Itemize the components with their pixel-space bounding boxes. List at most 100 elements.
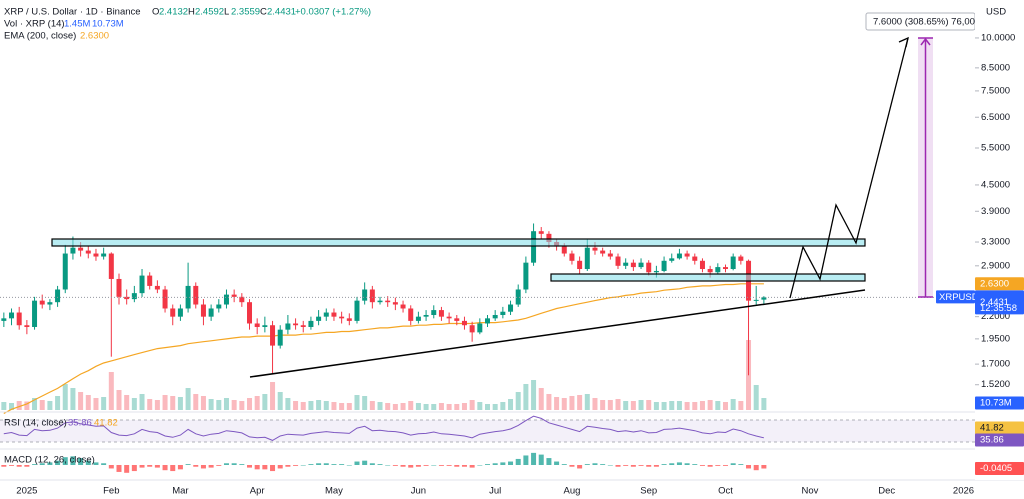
candle-body bbox=[231, 294, 237, 297]
projection-path bbox=[789, 37, 909, 299]
candle-body bbox=[630, 262, 636, 268]
volume-bar bbox=[70, 388, 76, 410]
macd-bar bbox=[162, 465, 168, 471]
macd-bar bbox=[461, 465, 467, 467]
volume-bar bbox=[116, 390, 122, 410]
candle-body bbox=[24, 325, 30, 327]
macd-bar bbox=[116, 465, 122, 472]
volume-bar bbox=[615, 399, 621, 410]
candle-body bbox=[676, 253, 682, 259]
volume-bar bbox=[699, 401, 705, 410]
macd-bar bbox=[523, 455, 529, 465]
volume-bar bbox=[32, 398, 38, 410]
volume-bar bbox=[492, 404, 498, 410]
volume-bar bbox=[85, 395, 91, 410]
macd-bar bbox=[561, 464, 567, 465]
candle-body bbox=[423, 314, 429, 317]
macd-bar bbox=[1, 465, 7, 467]
macd-bar bbox=[78, 458, 84, 465]
macd-tag-box bbox=[975, 462, 1024, 476]
x-tick-label: Dec bbox=[878, 486, 895, 497]
candle-body bbox=[170, 308, 176, 317]
volume-bar bbox=[270, 382, 276, 410]
volume-bar bbox=[500, 402, 506, 410]
volume-bar bbox=[469, 400, 475, 410]
volume-bar bbox=[9, 403, 15, 410]
macd-bar bbox=[362, 460, 368, 465]
macd-bar bbox=[492, 463, 498, 465]
candle-body bbox=[354, 300, 360, 321]
macd-bar bbox=[131, 465, 137, 472]
macd-bar bbox=[738, 464, 744, 465]
macd-bar bbox=[124, 465, 130, 473]
candle-body bbox=[592, 247, 598, 251]
candle-body bbox=[738, 256, 744, 261]
candle-body bbox=[623, 262, 629, 266]
x-tick-label: Feb bbox=[103, 486, 119, 497]
symbol-tag: XRPUSD bbox=[939, 292, 979, 303]
macd-bar bbox=[646, 465, 652, 467]
macd-bar bbox=[339, 464, 345, 465]
ohlc-key: L bbox=[224, 7, 229, 18]
x-tick-label: 2025 bbox=[16, 486, 37, 497]
candle-body bbox=[208, 308, 214, 317]
ohlc-key: O bbox=[152, 7, 159, 18]
volume-bar bbox=[661, 402, 667, 410]
candle-body bbox=[47, 302, 53, 305]
candle-body bbox=[584, 247, 590, 270]
macd-tag: -0.0405 bbox=[980, 463, 1012, 474]
volume-bar bbox=[400, 403, 406, 410]
macd-bar bbox=[485, 464, 490, 465]
macd-bar bbox=[508, 461, 514, 465]
macd-bar bbox=[93, 462, 99, 465]
candle-body bbox=[9, 312, 15, 319]
volume-bar bbox=[531, 380, 537, 410]
macd-bar bbox=[676, 462, 682, 465]
ema-line bbox=[3, 283, 764, 415]
macd-bar bbox=[108, 465, 114, 469]
y-tick-label: 1.7000 bbox=[981, 359, 1010, 370]
macd-bar bbox=[154, 465, 160, 468]
volume-bar bbox=[62, 384, 68, 410]
volume-bar bbox=[93, 398, 99, 410]
candle-body bbox=[270, 325, 276, 346]
candle-body bbox=[177, 308, 183, 317]
volume-bar bbox=[623, 401, 629, 410]
macd-bar bbox=[423, 465, 429, 466]
macd-bar bbox=[331, 464, 337, 465]
volume-bar bbox=[316, 400, 322, 410]
volume-bar bbox=[239, 401, 245, 410]
macd-bar bbox=[538, 454, 544, 465]
volume-bar bbox=[676, 401, 682, 410]
candle-body bbox=[1, 318, 7, 321]
candle-body bbox=[561, 246, 567, 254]
macd-bar bbox=[101, 463, 107, 465]
macd-bar bbox=[354, 461, 360, 465]
volume-bar bbox=[722, 402, 728, 410]
rsi-reading: 41.82 bbox=[94, 418, 118, 429]
trendline bbox=[249, 289, 866, 378]
macd-bar bbox=[9, 465, 15, 466]
volume-bar bbox=[431, 404, 437, 410]
volume-bar bbox=[669, 401, 675, 410]
volume-bar bbox=[454, 404, 460, 410]
volume-bar bbox=[584, 394, 590, 410]
candle-body bbox=[185, 285, 191, 309]
macd-bar bbox=[746, 465, 752, 469]
candle-body bbox=[538, 231, 544, 234]
rsi-reading: 35.86 bbox=[68, 418, 92, 429]
macd-bar bbox=[584, 464, 590, 465]
volume-bar bbox=[753, 385, 759, 410]
volume-bar bbox=[538, 388, 544, 410]
x-tick-label: Jul bbox=[489, 486, 501, 497]
volume-bar bbox=[223, 398, 229, 410]
candle-body bbox=[62, 253, 68, 290]
candle-body bbox=[70, 247, 76, 254]
volume-bar bbox=[354, 395, 360, 410]
candle-body bbox=[108, 253, 114, 279]
volume-bar bbox=[39, 400, 45, 410]
volume-bar bbox=[377, 402, 383, 410]
candle-body bbox=[254, 323, 260, 327]
macd-bar bbox=[577, 465, 583, 469]
volume-bar bbox=[730, 399, 736, 410]
